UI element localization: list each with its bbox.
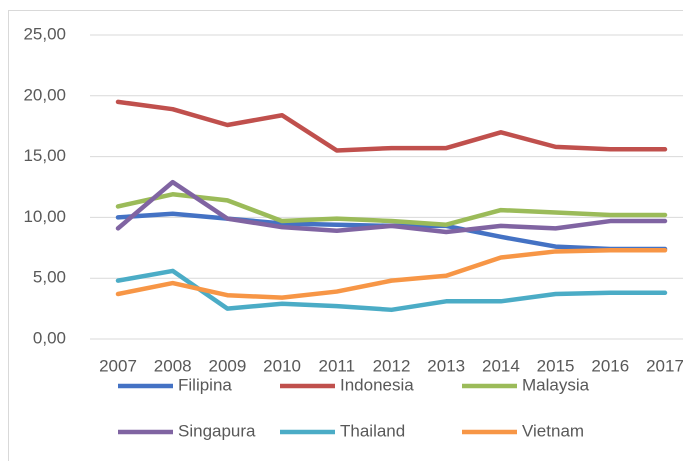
x-tick-label: 2011 [319, 356, 356, 375]
y-tick-label: 25,00 [23, 24, 66, 43]
x-tick-label: 2017 [646, 356, 683, 375]
x-tick-label: 2007 [99, 356, 137, 375]
series-line [115, 179, 668, 235]
legend-label: Filipina [178, 375, 232, 394]
series-line [115, 268, 668, 313]
legend-label: Singapura [178, 421, 256, 440]
x-tick-label: 2008 [154, 356, 192, 375]
chart-border [8, 10, 683, 461]
x-tick-label: 2016 [591, 356, 629, 375]
y-tick-label: 15,00 [23, 146, 66, 165]
series-line [115, 192, 668, 227]
x-tick-label: 2010 [263, 356, 301, 375]
series-line [115, 99, 668, 153]
x-tick-label: 2013 [427, 356, 465, 375]
y-tick-label: 10,00 [23, 207, 66, 226]
x-tick-label: 2012 [373, 356, 411, 375]
x-tick-label: 2014 [482, 356, 520, 375]
legend-label: Thailand [340, 421, 405, 440]
legend-label: Vietnam [522, 421, 584, 440]
y-tick-label: 20,00 [23, 85, 66, 104]
y-tick-label: 5,00 [33, 268, 66, 287]
x-tick-label: 2009 [208, 356, 246, 375]
y-tick-label: 0,00 [33, 328, 66, 347]
x-tick-label: 2015 [537, 356, 575, 375]
legend-label: Indonesia [340, 375, 414, 394]
legend-label: Malaysia [522, 375, 590, 394]
series-line [115, 247, 668, 300]
